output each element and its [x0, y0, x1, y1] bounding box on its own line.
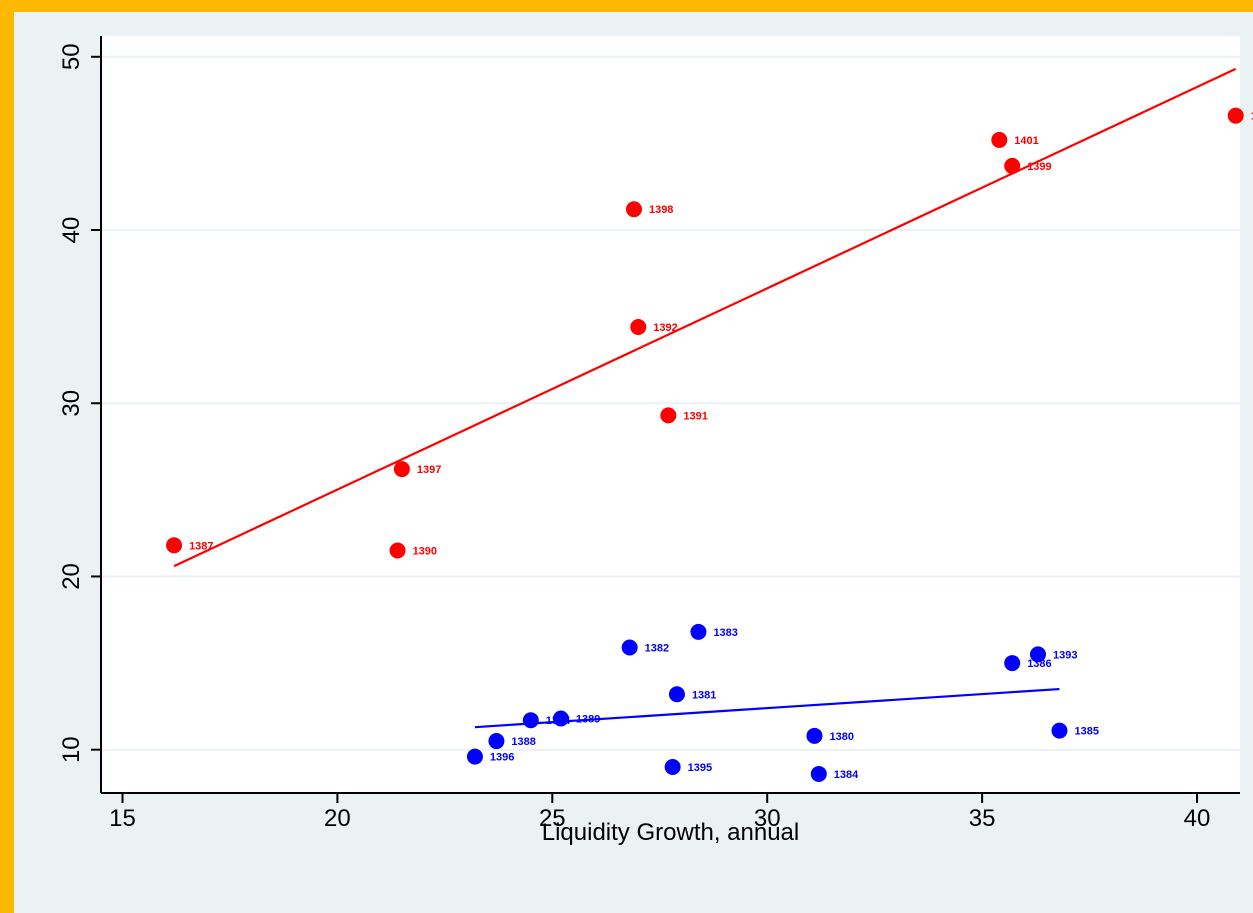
x-tick-label: 35	[969, 805, 996, 832]
data-label-1397: 1397	[417, 464, 441, 476]
data-point-1390	[389, 542, 406, 559]
data-point-1381	[668, 686, 685, 703]
fit-line-0	[173, 67, 1237, 568]
data-label-1399: 1399	[1027, 161, 1051, 173]
data-point-1395	[664, 759, 681, 776]
data-point-1384	[810, 765, 827, 782]
data-point-1389	[552, 710, 569, 727]
data-label-1398: 1398	[649, 204, 673, 216]
x-tick-label: 20	[324, 805, 351, 832]
data-label-1380: 1380	[829, 731, 853, 743]
data-label-1391: 1391	[683, 410, 707, 422]
x-tick-label: 15	[109, 805, 136, 832]
data-point-1387	[166, 537, 183, 554]
data-label-1382: 1382	[645, 642, 669, 654]
y-tick-label: 50	[58, 43, 85, 70]
scatter-chart: 1387 1390 1397 1398 1392 1391 1401 1399 1400 1396…	[58, 36, 1253, 846]
data-label-1381: 1381	[692, 689, 716, 701]
data-point-1393	[1029, 646, 1046, 663]
data-point-1386	[1004, 655, 1021, 672]
data-point-1398	[625, 201, 642, 218]
data-label-1389: 1389	[576, 714, 600, 726]
y-tick-label: 40	[58, 217, 85, 244]
x-tick-label: 25	[539, 805, 566, 832]
data-label-1400: 1400	[1251, 111, 1253, 123]
data-point-1399	[1004, 157, 1021, 174]
data-label-1393: 1393	[1053, 649, 1077, 661]
data-label-1387: 1387	[189, 540, 213, 552]
data-point-1396	[466, 748, 483, 765]
data-label-1394: 1394	[546, 715, 571, 727]
data-label-1396: 1396	[490, 752, 514, 764]
y-tick-label: 10	[58, 736, 85, 763]
y-tick-label: 30	[58, 390, 85, 417]
y-tick-label: 20	[58, 563, 85, 590]
x-tick-label: 30	[754, 805, 781, 832]
chart-frame: 1387 1390 1397 1398 1392 1391 1401 1399 1400 1396…	[14, 12, 1253, 913]
data-label-1383: 1383	[713, 627, 737, 639]
x-axis-title: Liquidity Growth, annual	[542, 819, 799, 846]
data-point-1392	[630, 319, 647, 336]
data-label-1385: 1385	[1074, 726, 1098, 738]
data-point-1380	[806, 727, 823, 744]
fit-line-1	[474, 687, 1060, 729]
data-label-1386: 1386	[1027, 658, 1051, 670]
x-tick-label: 40	[1184, 805, 1211, 832]
data-label-1401: 1401	[1014, 135, 1038, 147]
data-point-1385	[1051, 722, 1068, 739]
data-label-1384: 1384	[834, 769, 859, 781]
data-label-1390: 1390	[413, 545, 437, 557]
data-point-1382	[621, 639, 638, 656]
data-point-1397	[393, 461, 410, 478]
data-point-1383	[690, 623, 707, 640]
data-point-1400	[1227, 107, 1244, 124]
data-point-1388	[488, 733, 505, 750]
data-label-1392: 1392	[653, 322, 677, 334]
data-label-1388: 1388	[511, 736, 535, 748]
data-point-1394	[522, 712, 539, 729]
data-point-1401	[991, 131, 1008, 148]
data-point-1391	[660, 407, 677, 424]
data-label-1395: 1395	[688, 762, 712, 774]
